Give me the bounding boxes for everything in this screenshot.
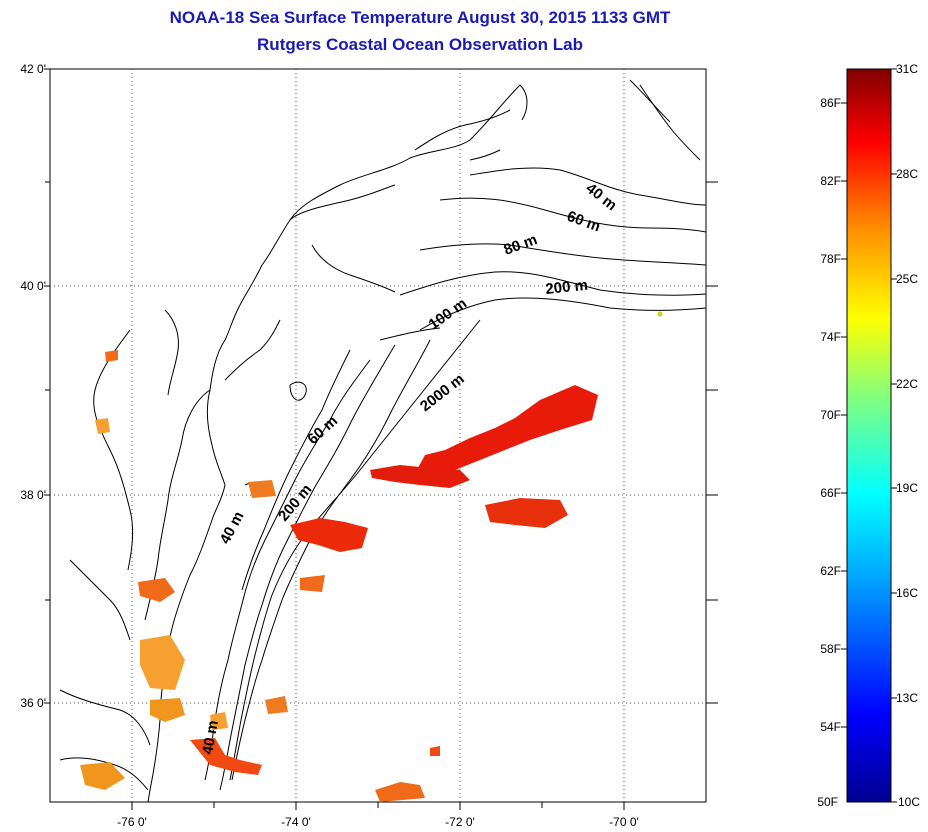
sst-patch-south (375, 782, 425, 802)
sst-patch-hatteras (190, 738, 262, 775)
colorbar-c-label: 22C (896, 377, 918, 391)
lon-tick-label: -70 0' (609, 815, 639, 829)
lat-tick-label: 36 0' (20, 696, 46, 710)
sst-patch-small-3 (210, 712, 228, 730)
isobath-label: 200 m (545, 277, 589, 298)
colorbar-f-label: 62F (820, 564, 841, 578)
lon-tick-label: -74 0' (281, 815, 311, 829)
sst-patch-speck (657, 311, 663, 317)
map-frame (49, 68, 707, 803)
colorbar-f-label: 50F (817, 795, 838, 809)
sst-patch-coastal-va (138, 578, 175, 602)
lon-tick-label: -76 0' (117, 815, 147, 829)
sst-patch-offshore-mid (370, 465, 470, 488)
lon-tick-label: -72 0' (445, 815, 475, 829)
sst-patch-coastal-nc-2 (150, 698, 185, 722)
colorbar-c-label: 10C (898, 795, 920, 809)
colorbar-c-label: 16C (896, 586, 918, 600)
sst-patch-shelf-break (290, 518, 368, 552)
lat-tick-label: 38 0' (20, 488, 46, 502)
map-grid (50, 69, 706, 802)
sst-patch-small-2 (265, 696, 288, 714)
map-title: NOAA-18 Sea Surface Temperature August 3… (169, 8, 671, 27)
sst-patch-offshore-north (418, 385, 598, 478)
map-subtitle: Rutgers Coastal Ocean Observation Lab (257, 35, 583, 54)
colorbar-f-label: 54F (820, 720, 841, 734)
isobath-lines (204, 167, 706, 791)
colorbar-c-label: 19C (896, 481, 918, 495)
lat-tick-label: 42 0' (20, 62, 46, 76)
colorbar-c-label: 13C (896, 691, 918, 705)
sst-patch-small-5 (105, 350, 118, 362)
sst-patches (80, 311, 663, 802)
sst-patch-small-1 (300, 575, 325, 592)
sst-patch-bay-mouth (248, 480, 276, 498)
sst-patch-pamlico (80, 762, 125, 790)
isobath-label: 40 m (199, 719, 222, 756)
coastline (59, 79, 701, 802)
colorbar (846, 68, 892, 803)
colorbar-f-label: 86F (820, 96, 841, 110)
colorbar-f-label: 70F (820, 408, 841, 422)
colorbar-c-label: 25C (896, 272, 918, 286)
colorbar-c-label: 31C (896, 62, 918, 76)
colorbar-f-label: 58F (820, 642, 841, 656)
colorbar-f-label: 78F (820, 252, 841, 266)
sst-patch-coastal-nc-1 (140, 635, 185, 690)
axis-ticks (44, 68, 718, 810)
colorbar-c-label: 28C (896, 167, 918, 181)
colorbar-f-label: 74F (820, 330, 841, 344)
colorbar-ticks (841, 68, 897, 803)
lat-tick-label: 40 0' (20, 279, 46, 293)
sst-patch-small-6 (430, 746, 440, 756)
colorbar-f-label: 82F (820, 174, 841, 188)
colorbar-f-label: 66F (820, 486, 841, 500)
sst-patch-offshore-east (485, 498, 568, 528)
sst-patch-small-4 (95, 418, 110, 434)
